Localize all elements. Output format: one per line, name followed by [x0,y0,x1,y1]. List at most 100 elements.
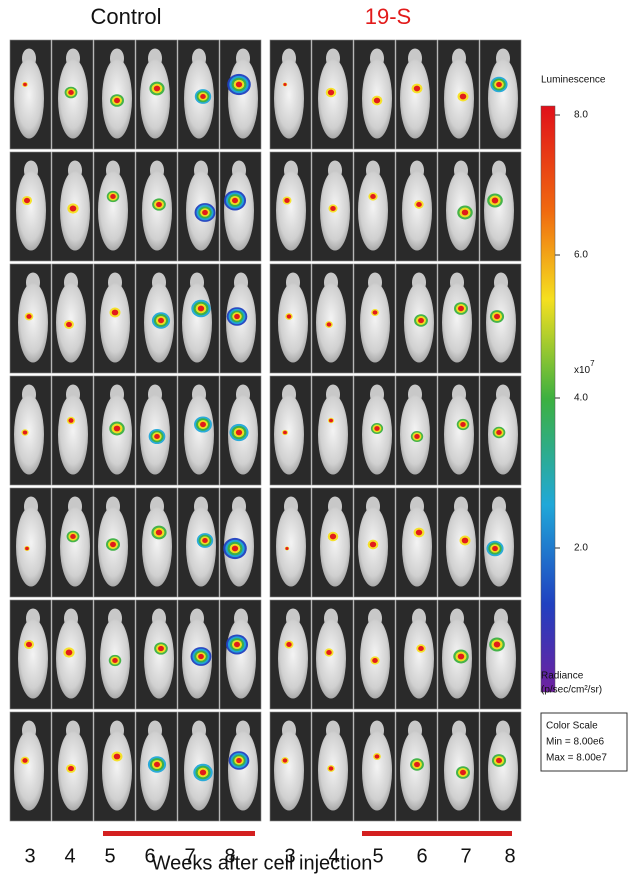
week-label: 7 [460,845,471,867]
mouse [58,394,88,475]
signal [372,310,378,315]
mouse [18,618,48,699]
signal [415,529,423,536]
unit-line: Radiance [541,671,584,682]
week-label: 5 [104,845,115,867]
mouse [98,170,128,251]
week-label: 6 [144,845,155,867]
signal [236,757,242,764]
mouse [362,394,392,475]
box-line: Min = 8.00e6 [546,737,605,748]
signal [26,314,32,319]
mouse [488,58,518,139]
signal [68,765,74,772]
signal [199,769,207,776]
signal [370,193,376,200]
week-label: 4 [328,845,339,867]
signal [414,761,420,768]
signal [326,650,332,655]
signal [202,537,208,544]
mouse [184,394,214,475]
mouse [142,506,172,587]
signal [461,537,469,544]
box-line: Max = 8.00e7 [546,753,607,764]
box-line: Color Scale [546,721,598,732]
signal [25,641,33,648]
signal [23,197,31,204]
signal [111,309,119,316]
mouse [400,58,430,139]
mouse [486,282,516,363]
color-bar [540,105,556,693]
signal [327,89,335,96]
signal [112,658,118,663]
scale-box [540,712,628,772]
signal [414,434,420,439]
signal [330,206,336,211]
signal [22,758,28,763]
highlight-bar [362,831,512,836]
mouse [278,618,308,699]
mouse [58,58,88,139]
signal [459,93,467,100]
mouse [56,618,86,699]
signal [231,545,239,552]
mouse [276,170,306,251]
signal [153,761,161,768]
mouse [14,394,44,475]
mouse [276,506,306,587]
signal [286,314,292,319]
signal [282,758,288,763]
signal [110,194,116,199]
scale-title: Luminescence [541,75,606,86]
mouse [224,170,254,251]
unit-line: (p/sec/cm²/sr) [541,685,602,696]
signal [458,305,464,312]
signal [326,322,332,327]
signal [374,426,380,431]
signal [286,642,292,647]
week-label: 7 [184,845,195,867]
mouse [182,282,212,363]
signal [70,533,76,540]
mouse [358,170,388,251]
signal [418,645,424,652]
signal [155,529,163,536]
signal [493,641,501,648]
week-label: 5 [372,845,383,867]
signal [113,425,121,432]
signal [369,541,377,548]
mouse [402,170,432,251]
mouse [316,618,346,699]
signal [285,547,289,550]
mouse [142,170,172,251]
signal [460,422,466,427]
panel-title: Control [91,4,162,29]
signal [283,83,287,86]
mouse [360,282,390,363]
mouse [484,170,514,251]
signal [154,433,160,440]
signal [374,754,380,759]
signal [413,85,421,92]
week-label: 8 [224,845,235,867]
mouse [318,58,348,139]
mouse [274,394,304,475]
signal [329,533,337,540]
mouse [442,282,472,363]
mouse [144,618,174,699]
signal [234,313,240,320]
signal [158,645,164,652]
mouse [228,730,258,811]
signal [496,430,502,435]
signal [283,430,287,435]
mouse [278,282,308,363]
signal [157,317,165,324]
mouse [400,730,430,811]
scale-tick-label: 2.0 [574,543,588,554]
week-label: 8 [504,845,515,867]
multiplier: x10 [574,365,591,376]
signal [233,641,241,648]
mouse [404,618,434,699]
